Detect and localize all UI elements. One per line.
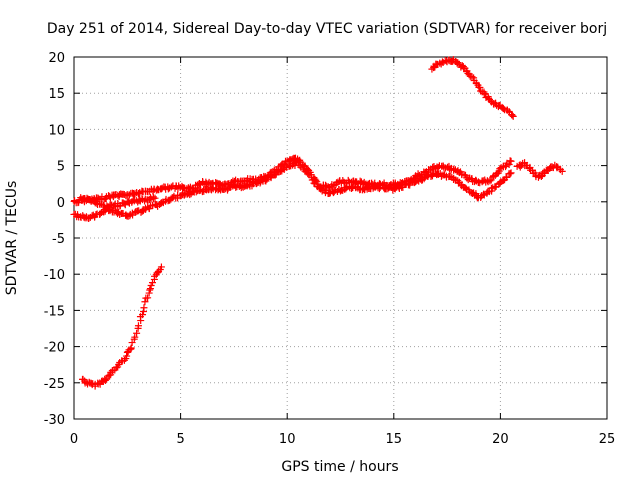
data-points (70, 56, 566, 390)
data-point (146, 285, 154, 293)
data-point (144, 294, 152, 302)
data-point (468, 73, 476, 81)
y-tick-label: 5 (57, 160, 65, 175)
data-point (149, 193, 157, 201)
data-point (153, 269, 161, 277)
data-point (480, 90, 488, 98)
y-tick-label: 0 (57, 196, 65, 211)
x-tick-label: 0 (70, 432, 78, 447)
data-point (537, 172, 545, 180)
data-point (541, 169, 549, 177)
x-axis-label: GPS time / hours (281, 459, 398, 475)
data-point (167, 183, 175, 191)
data-point (347, 184, 355, 192)
x-tick-label: 5 (176, 432, 184, 447)
data-point (480, 190, 488, 198)
data-point (310, 179, 318, 187)
y-axis: -30 -25 -20 -15 -10 -5 0 5 10 15 20 (44, 51, 607, 428)
data-point (476, 83, 484, 91)
data-point (496, 165, 504, 173)
data-point (267, 172, 275, 180)
data-point (208, 184, 216, 192)
x-tick-label: 25 (599, 432, 616, 447)
data-point (139, 311, 147, 319)
data-point (472, 80, 480, 88)
data-point (79, 375, 87, 383)
series-main-band-tail (513, 159, 566, 181)
plot-frame (73, 56, 608, 420)
data-point (127, 344, 135, 352)
data-point (507, 157, 515, 165)
y-tick-label: -30 (44, 413, 65, 428)
data-point (507, 169, 515, 177)
data-point (134, 322, 142, 330)
y-axis-label: SDTVAR / TECUs (4, 181, 20, 296)
data-point (133, 329, 141, 337)
data-point (157, 263, 165, 271)
y-tick-label: -5 (52, 232, 65, 247)
data-point (140, 304, 148, 312)
x-tick-label: 15 (386, 432, 403, 447)
series-satellite-track-low (79, 263, 165, 390)
x-tick-label: 20 (492, 432, 509, 447)
data-point (122, 192, 130, 200)
data-point (491, 183, 499, 191)
data-point (131, 333, 139, 341)
data-point (499, 105, 507, 113)
data-point (146, 286, 154, 294)
data-point (477, 87, 485, 95)
y-tick-label: 10 (48, 123, 65, 138)
data-point (508, 111, 516, 119)
data-point (558, 167, 566, 175)
data-point (502, 163, 510, 171)
data-point (103, 375, 111, 383)
data-point (509, 112, 517, 120)
data-point (101, 376, 109, 384)
data-point (151, 194, 159, 202)
series-satellite-track-high (428, 56, 517, 120)
data-point (285, 163, 293, 171)
y-tick-label: -10 (44, 268, 65, 283)
data-point (262, 177, 270, 185)
data-point (141, 298, 149, 306)
data-point (123, 352, 131, 360)
data-point (158, 184, 166, 192)
data-point (486, 177, 494, 185)
series-main-band-lower (70, 158, 515, 223)
grid (74, 57, 607, 419)
y-tick-label: -15 (44, 304, 65, 319)
data-point (446, 172, 454, 180)
data-point (220, 185, 228, 193)
series-early-arc (77, 193, 159, 211)
series-main-band-upper (70, 154, 515, 207)
chart-title: Day 251 of 2014, Sidereal Day-to-day VTE… (47, 21, 607, 37)
data-point (506, 170, 514, 178)
data-point (245, 181, 253, 189)
x-axis: 0 5 10 15 20 25 (70, 57, 615, 447)
y-tick-label: 20 (48, 51, 65, 66)
data-point (414, 170, 422, 178)
y-tick-label: 15 (48, 87, 65, 102)
y-tick-label: -25 (44, 377, 65, 392)
y-tick-label: -20 (44, 341, 65, 356)
data-point (464, 176, 472, 184)
data-point (503, 173, 511, 181)
x-tick-label: 10 (279, 432, 296, 447)
